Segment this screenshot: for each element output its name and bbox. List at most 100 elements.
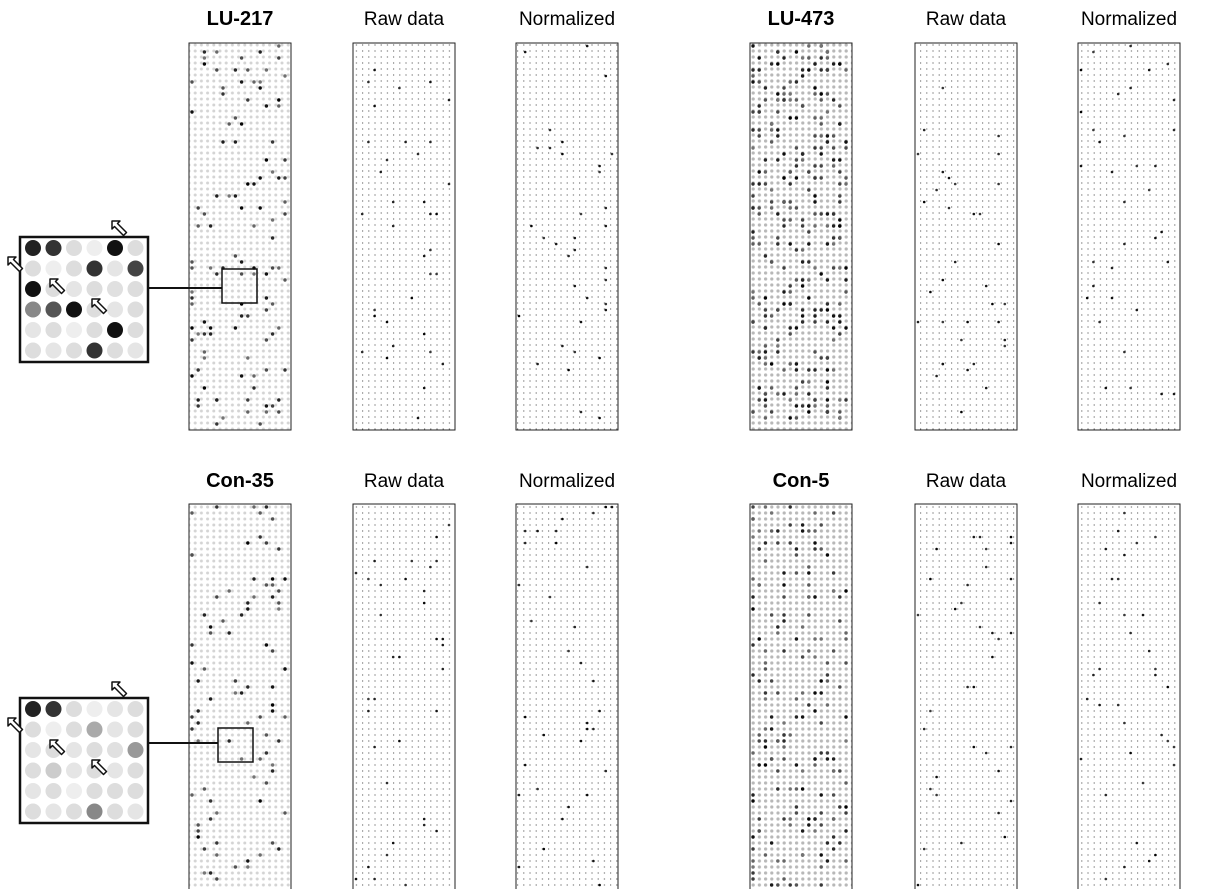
signal-spot bbox=[411, 297, 414, 300]
array-spot bbox=[283, 176, 286, 179]
array-spot bbox=[789, 218, 792, 221]
array-spot bbox=[826, 110, 829, 113]
sample-title: LU-473 bbox=[768, 8, 835, 30]
array-spot bbox=[832, 224, 835, 227]
signal-spot bbox=[518, 584, 521, 587]
signal-spot bbox=[1111, 297, 1114, 300]
array-spot bbox=[764, 745, 767, 748]
array-spot bbox=[782, 757, 785, 760]
array-spot bbox=[259, 511, 262, 514]
array-spot bbox=[832, 266, 835, 269]
array-spot bbox=[782, 266, 785, 269]
array-spot bbox=[832, 62, 835, 65]
signal-spot bbox=[605, 770, 608, 773]
array-spot bbox=[259, 176, 262, 179]
signal-spot bbox=[518, 315, 521, 318]
array-spot bbox=[844, 637, 847, 640]
array-spot bbox=[246, 859, 249, 862]
signal-spot bbox=[543, 734, 546, 737]
inset-spot bbox=[66, 742, 82, 758]
array-spot bbox=[764, 398, 767, 401]
array-spot bbox=[801, 68, 804, 71]
array-spot bbox=[770, 386, 773, 389]
array-spot bbox=[209, 799, 212, 802]
signal-spot bbox=[929, 291, 932, 294]
signal-spot bbox=[985, 566, 988, 569]
inset-spot bbox=[46, 343, 62, 359]
array-spot bbox=[789, 332, 792, 335]
array-spot bbox=[758, 817, 761, 820]
array-spot bbox=[776, 134, 779, 137]
array-spot bbox=[209, 625, 212, 628]
array-spot bbox=[826, 278, 829, 281]
signal-spot bbox=[1129, 387, 1132, 390]
array-spot bbox=[764, 853, 767, 856]
array-spot bbox=[221, 92, 224, 95]
array-spot bbox=[795, 176, 798, 179]
signal-spot bbox=[991, 656, 994, 659]
array-spot bbox=[813, 212, 816, 215]
array-spot bbox=[197, 721, 200, 724]
signal-spot bbox=[549, 596, 552, 599]
signal-spot bbox=[580, 662, 583, 665]
signal-spot bbox=[373, 746, 376, 749]
array-spot bbox=[813, 691, 816, 694]
array-spot bbox=[764, 350, 767, 353]
signal-spot bbox=[586, 728, 589, 731]
array-spot bbox=[838, 332, 841, 335]
inset-spot bbox=[46, 302, 62, 318]
array-spot bbox=[826, 380, 829, 383]
array-spot bbox=[838, 416, 841, 419]
array-spot bbox=[813, 116, 816, 119]
signal-spot bbox=[997, 321, 1000, 324]
signal-spot bbox=[966, 369, 969, 372]
array-spot bbox=[826, 320, 829, 323]
array-spot bbox=[190, 290, 193, 293]
array-spot bbox=[259, 799, 262, 802]
array-spot bbox=[820, 823, 823, 826]
array-spot bbox=[826, 356, 829, 359]
signal-spot bbox=[1004, 345, 1007, 348]
array-spot bbox=[190, 110, 193, 113]
signal-spot bbox=[1129, 632, 1132, 635]
array-spot bbox=[813, 547, 816, 550]
signal-spot bbox=[979, 536, 982, 539]
array-spot bbox=[259, 757, 262, 760]
array-spot bbox=[795, 763, 798, 766]
signal-spot bbox=[367, 710, 370, 713]
inset-frame bbox=[20, 698, 148, 823]
signal-spot bbox=[997, 135, 1000, 138]
signal-spot bbox=[373, 105, 376, 108]
array-spot bbox=[265, 368, 268, 371]
inset-spot bbox=[25, 322, 41, 338]
array-spot bbox=[252, 577, 255, 580]
array-spot bbox=[215, 68, 218, 71]
array-spot bbox=[807, 649, 810, 652]
signal-spot bbox=[404, 578, 407, 581]
array-spot bbox=[813, 368, 816, 371]
signal-spot bbox=[1010, 746, 1013, 749]
array-spot bbox=[203, 847, 206, 850]
array-spot bbox=[764, 667, 767, 670]
array-spot bbox=[832, 212, 835, 215]
array-spot bbox=[782, 56, 785, 59]
array-spot bbox=[764, 362, 767, 365]
array-spot bbox=[203, 212, 206, 215]
signal-spot bbox=[985, 285, 988, 288]
signal-spot bbox=[367, 81, 370, 84]
array-spot bbox=[265, 272, 268, 275]
signal-spot bbox=[373, 315, 376, 318]
array-spot bbox=[234, 691, 237, 694]
array-spot bbox=[782, 86, 785, 89]
array-spot bbox=[271, 332, 274, 335]
array-spot bbox=[782, 859, 785, 862]
array-spot bbox=[265, 751, 268, 754]
array-spot bbox=[277, 739, 280, 742]
array-spot bbox=[795, 386, 798, 389]
array-spot bbox=[751, 595, 754, 598]
signal-spot bbox=[435, 536, 438, 539]
signal-spot bbox=[1173, 99, 1176, 102]
array-spot bbox=[801, 625, 804, 628]
array-spot bbox=[751, 505, 754, 508]
inset-spot bbox=[87, 261, 103, 277]
